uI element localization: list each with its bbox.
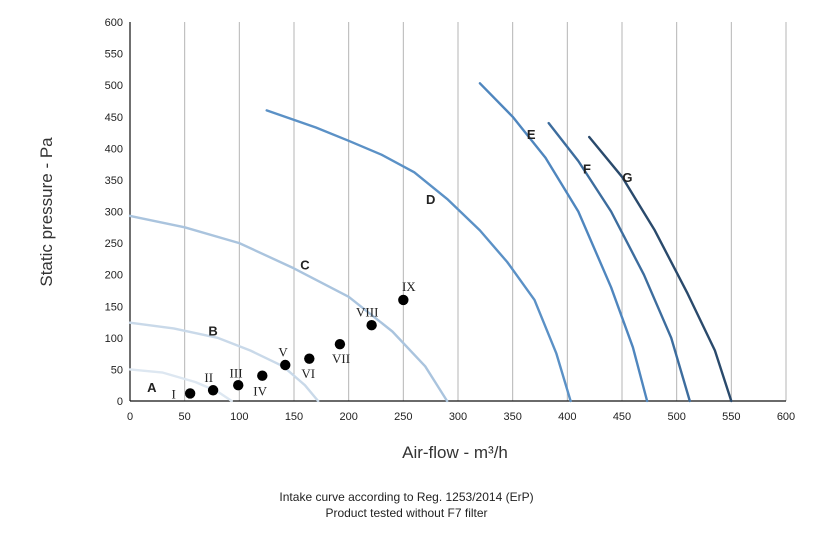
x-tick-label: 400 — [558, 411, 576, 423]
x-tick-labels: 0 50 100 150 200 250 300 350 400 450 500 550 600 — [127, 411, 795, 423]
operating-point-label-ix: IX — [402, 279, 416, 294]
operating-point-iii — [233, 380, 244, 391]
operating-point-label-vii: VII — [332, 351, 350, 366]
x-tick-label: 450 — [613, 411, 631, 423]
operating-point-label-ii: II — [204, 370, 213, 385]
caption-line-1: Intake curve according to Reg. 1253/2014… — [279, 490, 534, 504]
operating-point-vi — [304, 353, 315, 364]
operating-point-label-vi: VI — [301, 366, 315, 381]
y-axis-title: Static pressure - Pa — [37, 137, 56, 287]
curve-label-c: C — [300, 258, 310, 273]
y-tick-label: 550 — [105, 49, 123, 61]
operating-point-viii — [366, 320, 377, 331]
curve-label-g: G — [622, 170, 632, 185]
y-tick-label: 400 — [105, 143, 123, 155]
x-tick-label: 0 — [127, 411, 133, 423]
curve-c — [128, 214, 449, 403]
axes — [129, 22, 786, 402]
operating-point-iv — [257, 370, 268, 381]
operating-point-vii — [334, 338, 346, 350]
y-tick-label: 250 — [105, 238, 123, 250]
y-tick-label: 500 — [105, 80, 123, 92]
operating-point-label-viii: VIII — [356, 304, 378, 319]
curve-label-b: B — [208, 323, 217, 338]
operating-point-label-iii: III — [230, 366, 243, 381]
operating-point-ix — [398, 294, 409, 306]
curve-g — [588, 135, 733, 403]
x-tick-label: 350 — [503, 411, 521, 423]
y-tick-label: 450 — [105, 112, 123, 124]
y-tick-label: 600 — [105, 17, 123, 29]
x-tick-label: 100 — [230, 411, 248, 423]
x-tick-label: 150 — [285, 411, 303, 423]
curve-labels: A B C D E F G — [147, 127, 632, 395]
y-tick-label: 0 — [117, 396, 123, 408]
fan-curve-chart: 0 50 100 150 200 250 300 350 400 450 500 550 600 0 50… — [37, 17, 795, 462]
curve-e — [478, 82, 649, 403]
y-tick-label: 200 — [105, 270, 123, 282]
y-tick-label: 350 — [105, 175, 123, 187]
x-tick-label: 50 — [179, 411, 191, 423]
x-tick-label: 250 — [394, 411, 412, 423]
gridlines — [184, 22, 787, 401]
curve-label-e: E — [527, 127, 536, 142]
operating-point-label-v: V — [278, 345, 288, 360]
curve-b — [128, 321, 320, 403]
operating-point-label-i: I — [172, 386, 176, 401]
curve-label-d: D — [426, 192, 435, 207]
y-tick-label: 50 — [111, 364, 123, 376]
operating-point-i — [184, 388, 196, 399]
x-axis-title: Air-flow - m³/h — [402, 443, 508, 462]
operating-point-ii — [207, 385, 219, 396]
operating-point-v — [280, 359, 291, 371]
operating-point-label-iv: IV — [253, 383, 267, 398]
curve-label-a: A — [147, 380, 157, 395]
curve-f — [547, 121, 691, 403]
y-tick-label: 150 — [105, 301, 123, 313]
x-tick-label: 600 — [777, 411, 795, 423]
x-tick-label: 300 — [449, 411, 467, 423]
y-tick-label: 300 — [105, 207, 123, 219]
y-tick-label: 100 — [105, 333, 123, 345]
x-tick-label: 500 — [667, 411, 685, 423]
x-tick-label: 200 — [339, 411, 357, 423]
y-tick-labels: 0 50 100 150 200 250 300 350 400 450 500 550 600 — [105, 17, 123, 408]
curve-d — [265, 109, 572, 403]
curve-a — [128, 368, 233, 403]
caption-line-2: Product tested without F7 filter — [325, 506, 488, 520]
curve-label-f: F — [583, 162, 591, 177]
x-tick-label: 550 — [722, 411, 740, 423]
fan-curves — [128, 82, 733, 403]
